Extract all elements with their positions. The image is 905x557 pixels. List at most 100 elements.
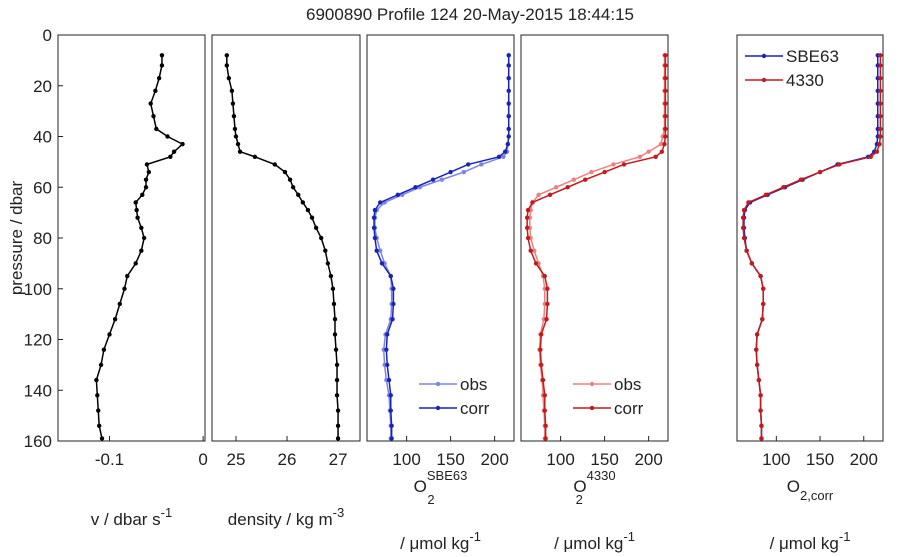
data-point [663, 88, 668, 94]
data-point [117, 301, 122, 307]
data-point [758, 273, 763, 279]
data-point [878, 101, 883, 106]
figure-title: 6900890 Profile 124 20-May-2015 18:44:15 [306, 5, 634, 24]
data-point [335, 408, 341, 413]
series-line [742, 55, 882, 439]
data-point [232, 126, 238, 132]
data-point [180, 141, 185, 147]
data-point [539, 332, 544, 337]
data-point [554, 185, 559, 190]
data-point [335, 423, 341, 428]
y-tick-label: 160 [24, 432, 52, 451]
x-label-main: O [414, 477, 427, 496]
x-tick-label: 25 [227, 450, 246, 469]
data-point [371, 215, 377, 220]
data-point [602, 169, 607, 175]
data-point [539, 362, 544, 368]
data-point [663, 101, 668, 106]
data-point [506, 126, 511, 132]
data-point [878, 53, 883, 58]
x-tick-label: 150 [806, 450, 834, 469]
x-label-sub: 2 [576, 492, 583, 507]
x-axis-unit: / μmol kg-1 [400, 529, 481, 553]
x-axis-label: v / dbar s-1 [91, 505, 172, 529]
panel: 100 150 200 OSBE63 2 / μmol kg-1 obs corr [366, 34, 515, 553]
data-point [133, 261, 138, 266]
data-point [388, 408, 393, 413]
x-tick-label: 26 [278, 450, 297, 469]
legend-marker [435, 405, 441, 411]
axes-frame [520, 34, 669, 442]
data-point [235, 141, 241, 147]
series-line [95, 55, 184, 439]
data-point [388, 393, 393, 398]
axes-frame [366, 34, 515, 442]
data-point [334, 393, 340, 398]
x-axis-label: O4330 2 [573, 468, 615, 507]
x-tick-label: 27 [329, 450, 348, 469]
data-point [878, 114, 883, 119]
data-point [144, 162, 150, 167]
data-point [758, 393, 763, 398]
data-point [466, 162, 471, 167]
data-point [658, 141, 664, 147]
y-tick-label: 100 [24, 280, 52, 299]
data-point [540, 377, 546, 383]
panel: 0 20 40 60 80 100 120 140 160 pressure / dbar -0.1… [7, 26, 208, 529]
data-point [171, 149, 177, 154]
legend-marker [761, 53, 767, 59]
data-point [761, 286, 766, 291]
data-point [763, 192, 769, 198]
data-point [781, 185, 786, 190]
data-point [374, 248, 379, 253]
data-point [413, 185, 418, 190]
legend-marker [589, 381, 595, 387]
x-unit-main: / μmol kg [554, 534, 623, 553]
data-point [230, 101, 236, 106]
data-point [533, 261, 539, 266]
data-point [96, 408, 101, 413]
data-point [653, 154, 658, 159]
data-point [134, 207, 139, 213]
data-point [224, 53, 229, 58]
data-point [389, 423, 394, 428]
data-point [611, 162, 616, 167]
data-point [749, 261, 755, 266]
legend-box [415, 369, 510, 423]
data-point [663, 63, 668, 68]
panel: 100 150 200 O2,corr / μmol kg-1 SBE63 4330 [736, 34, 884, 553]
x-tick-label: -0.1 [95, 450, 124, 469]
y-tick-label: 40 [33, 128, 52, 147]
data-point [761, 301, 766, 307]
y-axis-label: pressure / dbar [7, 180, 26, 295]
data-point [583, 177, 588, 182]
data-point [547, 192, 553, 198]
data-point [334, 377, 340, 383]
data-point [143, 177, 149, 182]
x-axis-unit: / μmol kg-1 [770, 529, 851, 553]
data-point [313, 225, 319, 231]
data-point [159, 53, 165, 58]
data-point [878, 63, 883, 68]
legend-marker [435, 381, 441, 387]
data-point [530, 200, 535, 205]
data-point [874, 149, 880, 154]
axes-frame [211, 34, 361, 442]
data-point [659, 149, 665, 154]
data-point [538, 347, 543, 352]
data-point [878, 126, 883, 132]
data-point [878, 134, 883, 139]
data-point [94, 377, 99, 383]
x-label-sub: 2,corr [800, 488, 834, 503]
panel: 100 150 200 O4330 2 / μmol kg-1 obs corr [520, 34, 669, 553]
data-point [524, 225, 530, 231]
data-point [741, 235, 747, 241]
data-point [532, 248, 537, 253]
data-point [98, 362, 104, 368]
data-point [101, 347, 107, 352]
data-point [589, 169, 594, 175]
y-tick-label: 60 [33, 178, 52, 197]
data-point [663, 114, 668, 119]
data-point [741, 207, 747, 213]
data-point [506, 53, 511, 58]
